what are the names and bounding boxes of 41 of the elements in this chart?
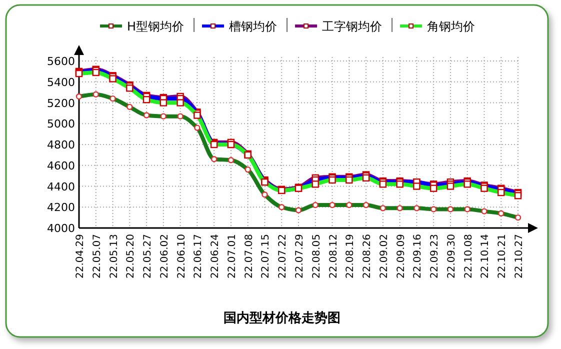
- x-tick-label: 22.10.21: [497, 234, 508, 279]
- x-tick-label: 22.08.26: [362, 234, 374, 279]
- legend-label: 工字钢均价: [322, 20, 382, 34]
- x-tick-label: 22.05.07: [92, 234, 103, 279]
- legend-label: 槽钢均价: [229, 20, 278, 34]
- x-tick-label: 22.09.09: [396, 234, 407, 279]
- x-tick-label: 22.10.14: [480, 234, 492, 279]
- x-tick-label: 22.06.02: [159, 234, 170, 279]
- x-tick-label: 22.09.23: [430, 234, 441, 279]
- text: 国内型材价格走势图: [224, 310, 340, 326]
- x-tick-label: 22.07.29: [294, 234, 306, 279]
- x-tick-label: 22.08.05: [311, 234, 322, 279]
- x-tick-label: 22.10.27: [514, 234, 525, 279]
- y-tick-label: 5200: [47, 96, 75, 110]
- y-tick-label: 5000: [47, 118, 75, 131]
- x-tick-label: 22.08.19: [345, 234, 356, 279]
- y-tick-label: 5600: [47, 55, 75, 68]
- y-tick-label: 4600: [47, 159, 75, 172]
- x-tick-label: 22.04.29: [75, 234, 86, 279]
- legend-label: H型钢均价: [127, 20, 184, 34]
- y-tick-label: 5400: [47, 76, 75, 89]
- x-tick-label: 22.07.22: [278, 234, 289, 279]
- x-tick-label: 22.06.17: [193, 234, 204, 279]
- y-tick-label: 4400: [47, 180, 75, 194]
- legend-label: 角钢均价: [427, 20, 476, 34]
- x-tick-label: 22.05.13: [108, 234, 120, 279]
- x-tick-label: 22.08.12: [328, 234, 340, 279]
- x-tick-label: 22.10.08: [463, 234, 474, 279]
- x-tick-label: 22.05.27: [142, 234, 154, 279]
- x-tick-label: 22.09.16: [412, 234, 424, 279]
- y-tick-label: 4000: [47, 222, 75, 235]
- x-tick-label: 22.07.08: [244, 234, 255, 279]
- y-tick-label: 4200: [47, 201, 75, 214]
- x-tick-label: 22.06.10: [176, 234, 188, 279]
- x-tick-label: 22.05.20: [126, 234, 137, 279]
- x-tick-label: 22.09.30: [446, 234, 458, 279]
- x-tick-label: 22.06.24: [210, 234, 222, 279]
- x-tick-label: 22.07.01: [226, 234, 238, 279]
- y-tick-label: 4800: [47, 138, 75, 152]
- x-tick-label: 22.09.02: [378, 234, 390, 279]
- x-tick-label: 22.07.15: [260, 234, 272, 279]
